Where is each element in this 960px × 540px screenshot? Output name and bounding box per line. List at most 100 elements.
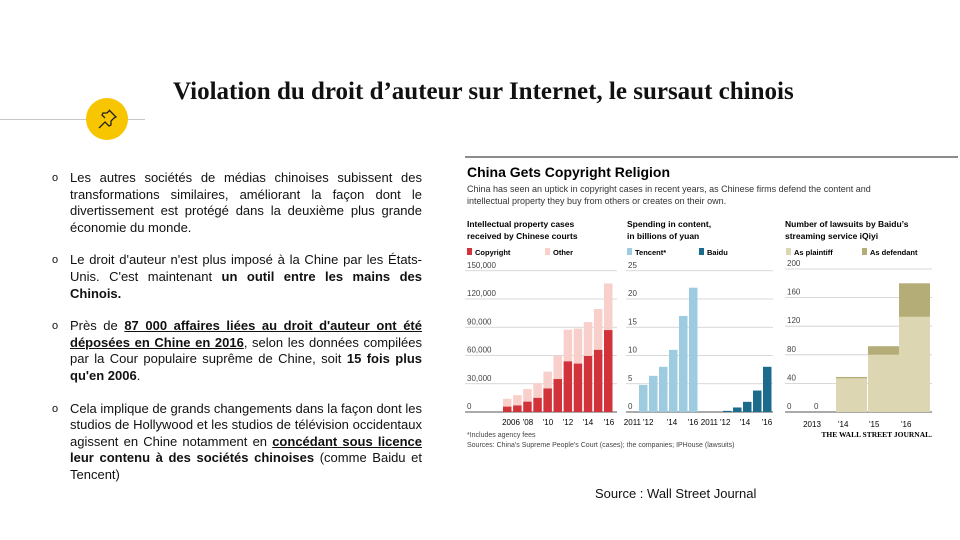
zero-value-label: 0 xyxy=(814,402,819,411)
bar-defendant xyxy=(899,283,930,317)
panel2-title: Spending in content, xyxy=(627,219,711,229)
x-tick-label: '12 xyxy=(563,418,574,427)
bullet-item: o Près de 87 000 affaires liées au droit … xyxy=(50,318,422,384)
bullet-text: concédant sous licence xyxy=(272,433,422,449)
legend-label: Baidu xyxy=(707,248,728,257)
x-tick-label: '14 xyxy=(667,418,678,427)
legend-label: As plaintiff xyxy=(794,248,833,257)
chart-subtitle: China has seen an uptick in copyright ca… xyxy=(467,184,871,194)
x-tick-label: '16 xyxy=(762,418,773,427)
y-tick-label: 60,000 xyxy=(467,346,492,355)
bar-other xyxy=(573,328,583,364)
bar-other xyxy=(563,329,573,362)
bar-copyright xyxy=(604,330,613,412)
source-caption: Source : Wall Street Journal xyxy=(595,486,757,501)
bar-copyright xyxy=(543,388,552,412)
y-tick-label: 40 xyxy=(787,373,796,382)
x-tick-label: '14 xyxy=(838,420,849,429)
x-tick-label: '16 xyxy=(604,418,615,427)
bullet-text: 87 000 affaires liées au droit d'auteur … xyxy=(70,318,422,350)
bar-other xyxy=(553,355,562,380)
y-tick-label: 90,000 xyxy=(467,317,492,326)
panel1-title: received by Chinese courts xyxy=(467,231,578,241)
legend-label: Tencent* xyxy=(635,248,666,257)
bullet-list: o Les autres sociétés de médias chinoises… xyxy=(50,170,422,500)
legend-swatch xyxy=(786,248,791,255)
bar-copyright xyxy=(503,406,512,412)
legend-swatch xyxy=(699,248,704,255)
bar-tencent xyxy=(639,384,648,412)
bar-tencent xyxy=(649,375,658,412)
bar-other xyxy=(583,322,593,356)
y-tick-label: 0 xyxy=(628,402,633,411)
bullet-item: o Le droit d'auteur n'est plus imposé à l… xyxy=(50,252,422,302)
bullet-text: , selon les données compilées par la Cou… xyxy=(70,334,422,367)
bar-tencent xyxy=(659,366,668,412)
pushpin-badge xyxy=(86,98,128,140)
x-tick-label: '14 xyxy=(583,418,594,427)
bar-baidu xyxy=(723,410,732,412)
bar-tencent xyxy=(689,287,698,412)
x-tick-label: '16 xyxy=(901,420,912,429)
y-tick-label: 120 xyxy=(787,316,801,325)
x-tick-label: 2011 xyxy=(624,418,642,427)
chart-sources: Sources: China’s Supreme People’s Court … xyxy=(467,442,734,449)
bar-copyright xyxy=(573,363,583,412)
legend-label: As defendant xyxy=(870,248,918,257)
bar-defendant xyxy=(868,346,899,355)
bar-copyright xyxy=(553,379,562,412)
y-tick-label: 150,000 xyxy=(467,261,496,270)
bar-other xyxy=(543,371,552,389)
slide-title: Violation du droit d’auteur sur Internet… xyxy=(173,78,794,105)
bar-baidu xyxy=(753,390,762,412)
bullet-text: Les autres sociétés de médias chinoises … xyxy=(70,170,422,235)
bar-copyright xyxy=(523,401,532,412)
bar-copyright xyxy=(593,349,603,412)
bar-plaintiff xyxy=(868,354,899,412)
bullet-text: . xyxy=(136,367,141,383)
bar-other xyxy=(513,395,522,406)
bar-plaintiff xyxy=(836,378,867,412)
y-tick-label: 10 xyxy=(628,346,637,355)
y-tick-label: 30,000 xyxy=(467,374,492,383)
bar-baidu xyxy=(763,366,772,412)
x-tick-label: '12 xyxy=(643,418,654,427)
bar-copyright xyxy=(513,405,522,412)
legend-swatch xyxy=(467,248,472,255)
bar-tencent xyxy=(679,315,688,412)
bar-copyright xyxy=(563,361,573,412)
bar-tencent xyxy=(669,349,678,412)
panel3-title: streaming service iQiyi xyxy=(785,231,878,241)
x-tick-label: '12 xyxy=(720,418,731,427)
bullet-text: leur contenu à des sociétés chinoises xyxy=(70,450,315,466)
x-tick-label: '10 xyxy=(543,418,554,427)
bar-copyright xyxy=(583,355,593,412)
legend-swatch xyxy=(862,248,867,255)
bullet-item: o Les autres sociétés de médias chinoises… xyxy=(50,170,422,236)
bullet-text: Près de xyxy=(70,318,125,334)
bar-other xyxy=(523,389,532,402)
y-tick-label: 5 xyxy=(628,374,633,383)
y-tick-label: 200 xyxy=(787,259,801,268)
y-tick-label: 0 xyxy=(467,402,472,411)
pushpin-icon xyxy=(98,109,118,129)
y-tick-label: 120,000 xyxy=(467,289,496,298)
bar-defendant xyxy=(836,376,867,379)
bar-other xyxy=(533,383,542,398)
x-tick-label: 2006 xyxy=(502,418,520,427)
x-tick-label: '14 xyxy=(740,418,751,427)
legend-swatch xyxy=(627,248,632,255)
bullet-text: Cela implique de grands changements dans… xyxy=(70,400,422,449)
bar-baidu xyxy=(743,401,752,412)
legend-label: Other xyxy=(553,248,573,257)
bullet-marker-icon: o xyxy=(52,172,59,184)
y-tick-label: 15 xyxy=(628,317,637,326)
bullet-item: o Cela implique de grands changements dan… xyxy=(50,401,422,484)
bullet-marker-icon: o xyxy=(52,320,59,333)
y-tick-label: 25 xyxy=(628,261,637,270)
bullet-marker-icon: o xyxy=(52,254,59,267)
y-tick-label: 160 xyxy=(787,288,801,297)
panel2-title: in billions of yuan xyxy=(627,231,699,241)
chart-title: China Gets Copyright Religion xyxy=(467,164,670,180)
